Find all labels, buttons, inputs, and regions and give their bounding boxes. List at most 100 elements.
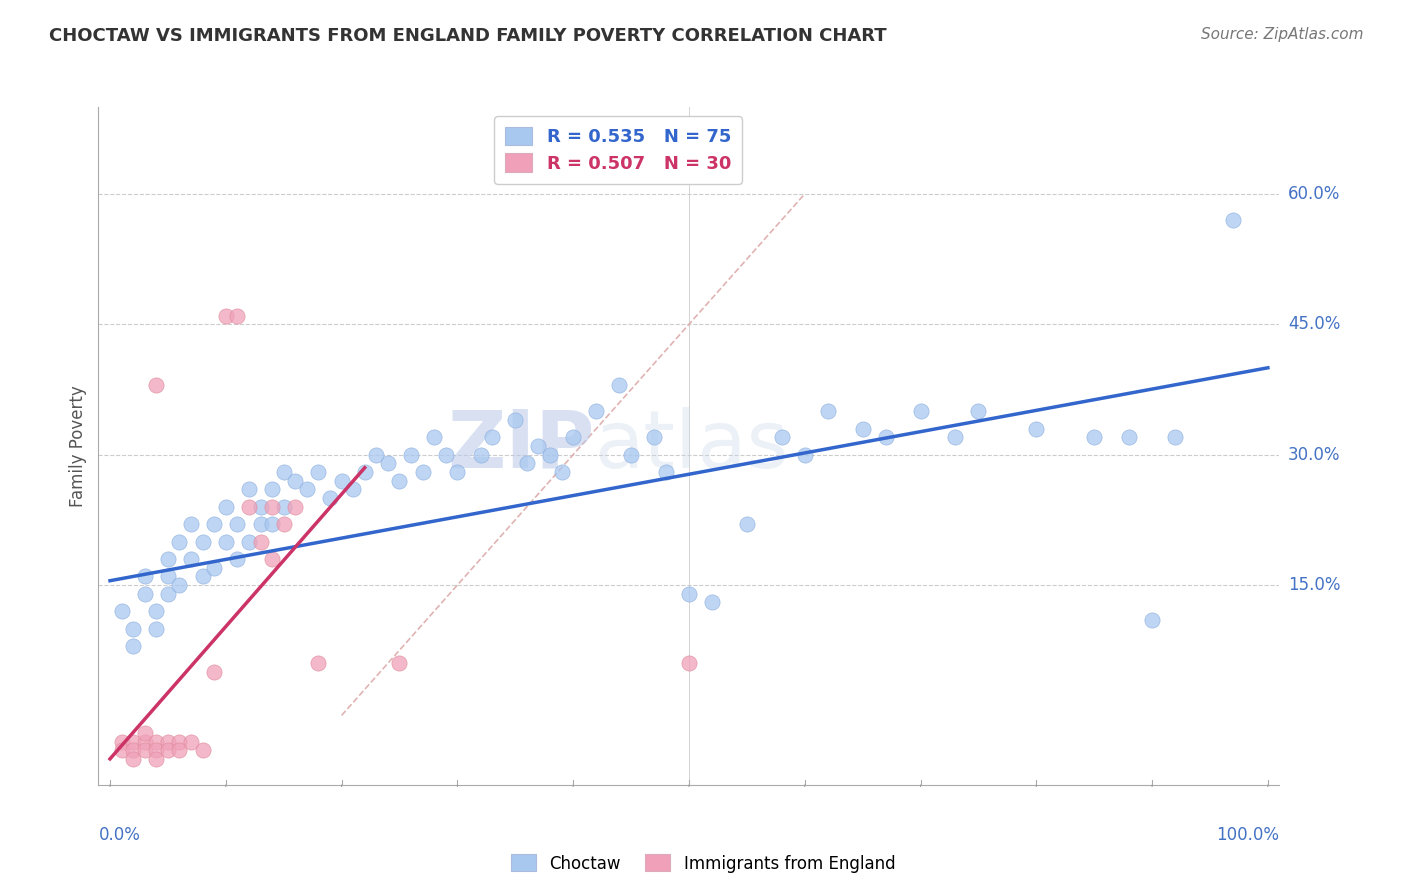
Point	[145, 604, 167, 618]
Point	[516, 456, 538, 470]
Point	[412, 465, 434, 479]
Point	[1118, 430, 1140, 444]
Point	[145, 734, 167, 748]
Point	[1222, 213, 1244, 227]
Point	[423, 430, 446, 444]
Text: 0.0%: 0.0%	[98, 826, 141, 844]
Point	[273, 465, 295, 479]
Point	[238, 500, 260, 514]
Point	[967, 404, 990, 418]
Point	[110, 604, 132, 618]
Text: CHOCTAW VS IMMIGRANTS FROM ENGLAND FAMILY POVERTY CORRELATION CHART: CHOCTAW VS IMMIGRANTS FROM ENGLAND FAMIL…	[49, 27, 887, 45]
Point	[145, 743, 167, 757]
Point	[620, 448, 643, 462]
Point	[238, 534, 260, 549]
Point	[700, 595, 723, 609]
Point	[262, 500, 284, 514]
Point	[180, 517, 202, 532]
Point	[562, 430, 585, 444]
Point	[1025, 422, 1047, 436]
Point	[538, 448, 561, 462]
Point	[295, 483, 318, 497]
Point	[284, 474, 307, 488]
Point	[169, 534, 191, 549]
Point	[191, 534, 214, 549]
Point	[503, 413, 526, 427]
Point	[262, 483, 284, 497]
Text: Source: ZipAtlas.com: Source: ZipAtlas.com	[1201, 27, 1364, 42]
Point	[226, 517, 249, 532]
Text: atlas: atlas	[595, 407, 789, 485]
Text: 30.0%: 30.0%	[1288, 446, 1340, 464]
Text: ZIP: ZIP	[447, 407, 595, 485]
Point	[215, 500, 238, 514]
Point	[366, 448, 388, 462]
Point	[202, 517, 225, 532]
Legend: R = 0.535   N = 75, R = 0.507   N = 30: R = 0.535 N = 75, R = 0.507 N = 30	[495, 116, 742, 184]
Point	[388, 657, 411, 671]
Point	[1140, 613, 1163, 627]
Point	[434, 448, 457, 462]
Point	[249, 517, 271, 532]
Point	[169, 578, 191, 592]
Point	[470, 448, 492, 462]
Point	[678, 587, 700, 601]
Point	[145, 378, 167, 392]
Point	[1164, 430, 1187, 444]
Text: 45.0%: 45.0%	[1288, 316, 1340, 334]
Point	[226, 309, 249, 323]
Text: 15.0%: 15.0%	[1288, 576, 1340, 594]
Point	[191, 743, 214, 757]
Point	[122, 743, 145, 757]
Point	[180, 734, 202, 748]
Point	[399, 448, 422, 462]
Point	[550, 465, 572, 479]
Point	[156, 552, 179, 566]
Point	[110, 734, 132, 748]
Point	[215, 309, 238, 323]
Point	[273, 500, 295, 514]
Point	[226, 552, 249, 566]
Point	[377, 456, 399, 470]
Point	[319, 491, 342, 505]
Point	[307, 657, 329, 671]
Point	[817, 404, 839, 418]
Point	[330, 474, 353, 488]
Point	[238, 483, 260, 497]
Point	[202, 560, 225, 574]
Point	[342, 483, 364, 497]
Point	[156, 734, 179, 748]
Point	[122, 734, 145, 748]
Point	[770, 430, 793, 444]
Text: 100.0%: 100.0%	[1216, 826, 1279, 844]
Point	[249, 500, 271, 514]
Point	[655, 465, 678, 479]
Point	[110, 743, 132, 757]
Point	[191, 569, 214, 583]
Point	[273, 517, 295, 532]
Text: 60.0%: 60.0%	[1288, 185, 1340, 203]
Point	[481, 430, 503, 444]
Point	[643, 430, 665, 444]
Point	[1083, 430, 1105, 444]
Point	[446, 465, 468, 479]
Point	[307, 465, 329, 479]
Point	[585, 404, 607, 418]
Point	[284, 500, 307, 514]
Legend: Choctaw, Immigrants from England: Choctaw, Immigrants from England	[503, 847, 903, 880]
Point	[943, 430, 966, 444]
Point	[262, 552, 284, 566]
Point	[527, 439, 550, 453]
Point	[875, 430, 897, 444]
Point	[169, 743, 191, 757]
Point	[609, 378, 631, 392]
Point	[678, 657, 700, 671]
Point	[215, 534, 238, 549]
Point	[910, 404, 932, 418]
Point	[122, 622, 145, 636]
Point	[156, 743, 179, 757]
Point	[145, 752, 167, 766]
Point	[156, 569, 179, 583]
Y-axis label: Family Poverty: Family Poverty	[69, 385, 87, 507]
Point	[262, 517, 284, 532]
